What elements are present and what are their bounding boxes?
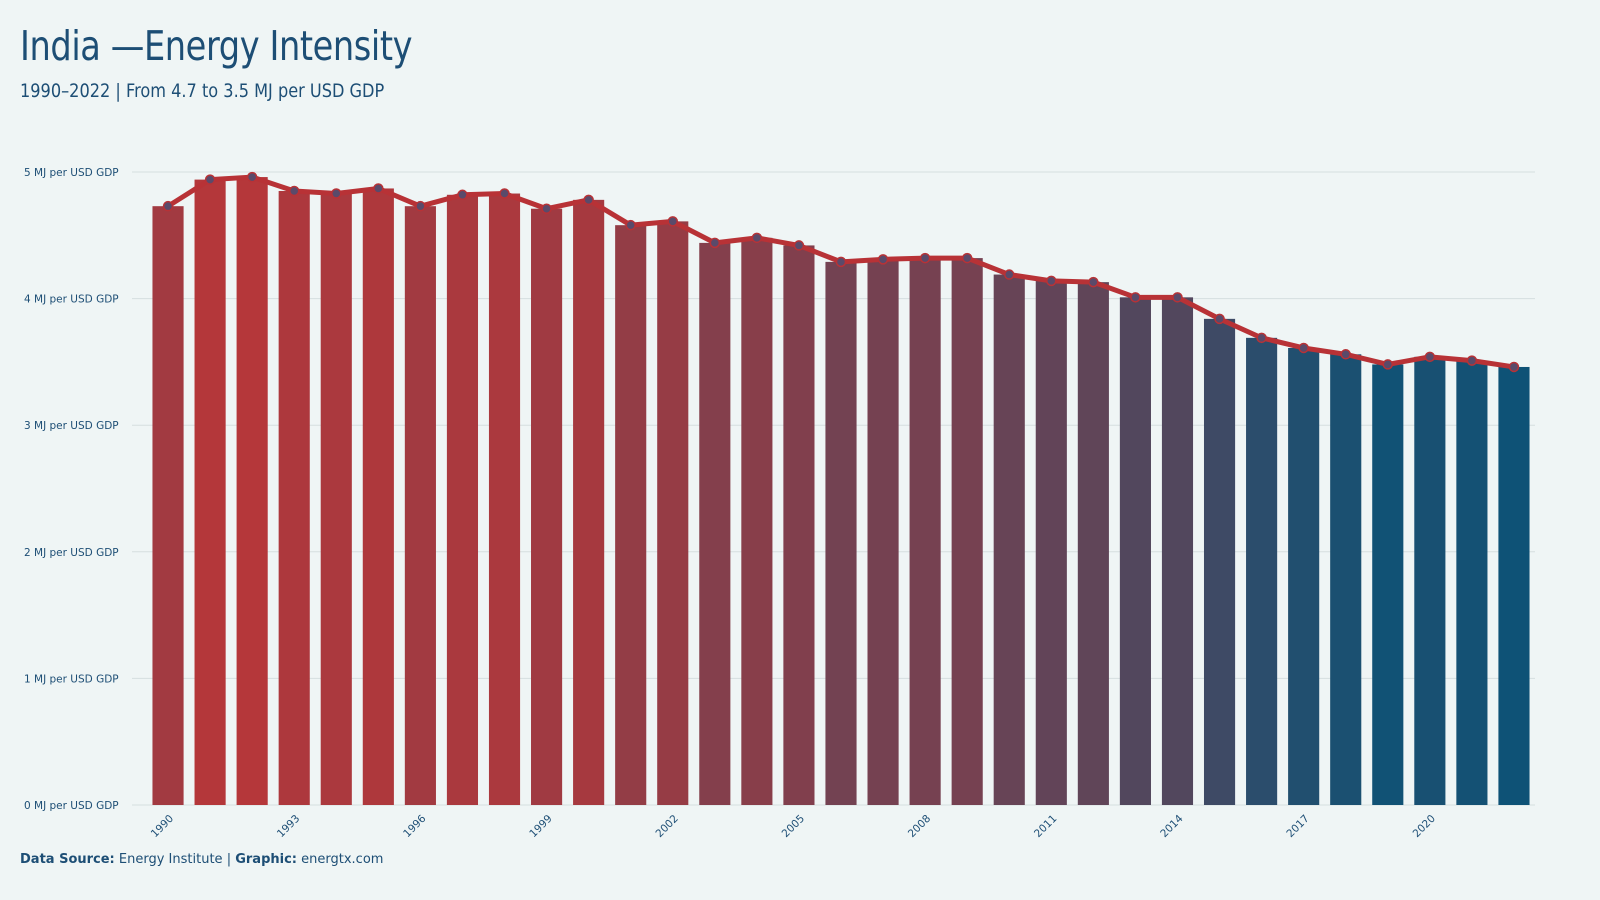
data-point: [457, 189, 468, 201]
data-point: [583, 194, 594, 206]
bar: [1161, 297, 1194, 805]
bar: [404, 206, 436, 805]
bar: [1035, 280, 1067, 806]
footer: Data Source: Energy Institute | Graphic:…: [20, 852, 383, 867]
data-point: [1256, 332, 1267, 344]
bar: [699, 242, 731, 805]
data-point: [1382, 359, 1394, 370]
bar: [825, 261, 857, 805]
bar: [362, 188, 394, 805]
data-point: [793, 240, 805, 251]
data-point: [1088, 276, 1099, 288]
chart-subtitle: 1990–2022 | From 4.7 to 3.5 MJ per USD G…: [20, 80, 385, 102]
data-point: [1340, 349, 1351, 360]
data-point: [961, 252, 973, 264]
data-point: [1003, 269, 1015, 280]
data-point: [415, 200, 426, 212]
bar: [615, 225, 647, 805]
data-point: [204, 174, 216, 185]
bar: [783, 245, 815, 806]
data-point: [919, 252, 931, 264]
y-tick-label: 1 MJ per USD GDP: [24, 673, 119, 685]
data-point: [499, 188, 510, 199]
bar: [1203, 318, 1236, 805]
bar: [1288, 347, 1320, 805]
x-tick-label: 1996: [401, 812, 429, 840]
bar: [1246, 337, 1278, 805]
bar: [236, 177, 268, 806]
data-point: [1130, 292, 1141, 303]
data-point: [877, 254, 889, 265]
bar: [446, 194, 479, 806]
y-tick-label: 5 MJ per USD GDP: [24, 167, 119, 179]
bar: [278, 190, 310, 806]
data-point: [288, 185, 300, 197]
data-point: [162, 200, 174, 212]
bar: [488, 193, 521, 806]
x-tick-label: 2008: [906, 813, 933, 840]
x-tick-label: 2002: [653, 813, 680, 840]
bar: [909, 258, 941, 805]
bar: [531, 208, 563, 806]
data-point: [751, 232, 763, 244]
bar: [1330, 354, 1362, 805]
footer-separator: |: [226, 852, 232, 867]
data-point: [1046, 275, 1057, 287]
data-point: [1214, 313, 1225, 325]
bar: [1456, 360, 1488, 805]
y-tick-label: 3 MJ per USD GDP: [24, 420, 119, 432]
y-tick-label: 0 MJ per USD GDP: [24, 800, 119, 812]
bar: [867, 259, 899, 805]
x-tick-label: 1993: [275, 813, 302, 840]
x-tick-label: 2014: [1158, 812, 1186, 840]
data-point: [373, 183, 384, 194]
source-label: Data Source:: [20, 852, 115, 867]
data-point: [667, 216, 679, 227]
x-tick-label: 2017: [1284, 813, 1311, 840]
bar: [657, 221, 689, 805]
x-tick-label: 2011: [1032, 813, 1059, 840]
data-point: [709, 237, 721, 249]
data-point: [331, 188, 342, 199]
bar: [1372, 364, 1404, 805]
data-point: [1172, 292, 1183, 303]
bar: [1498, 366, 1530, 805]
data-point: [1298, 342, 1309, 354]
x-tick-label: 1999: [527, 813, 554, 840]
data-point: [1466, 355, 1478, 366]
y-tick-label: 2 MJ per USD GDP: [24, 547, 119, 559]
data-point: [246, 171, 258, 183]
source-value: Energy Institute: [118, 852, 223, 867]
data-point: [1424, 351, 1436, 363]
bar: [993, 274, 1025, 805]
x-tick-label: 2005: [780, 813, 807, 840]
graphic-value: energtx.com: [301, 852, 384, 867]
bar: [741, 237, 773, 805]
bar: [951, 258, 983, 805]
bar: [194, 179, 226, 805]
graphic-label: Graphic:: [235, 852, 297, 867]
data-point: [625, 219, 636, 231]
bar: [320, 193, 352, 806]
data-point: [1508, 361, 1520, 373]
bar: [1077, 282, 1109, 806]
data-point: [835, 256, 847, 268]
bar: [152, 206, 184, 805]
x-tick-label: 2020: [1411, 813, 1438, 840]
data-point: [541, 203, 552, 214]
y-tick-label: 4 MJ per USD GDP: [24, 294, 119, 306]
bar: [573, 199, 605, 806]
chart-title: India —Energy Intensity: [20, 22, 413, 70]
x-tick-label: 1990: [149, 813, 176, 840]
bar: [1414, 356, 1446, 805]
bar: [1119, 297, 1151, 805]
